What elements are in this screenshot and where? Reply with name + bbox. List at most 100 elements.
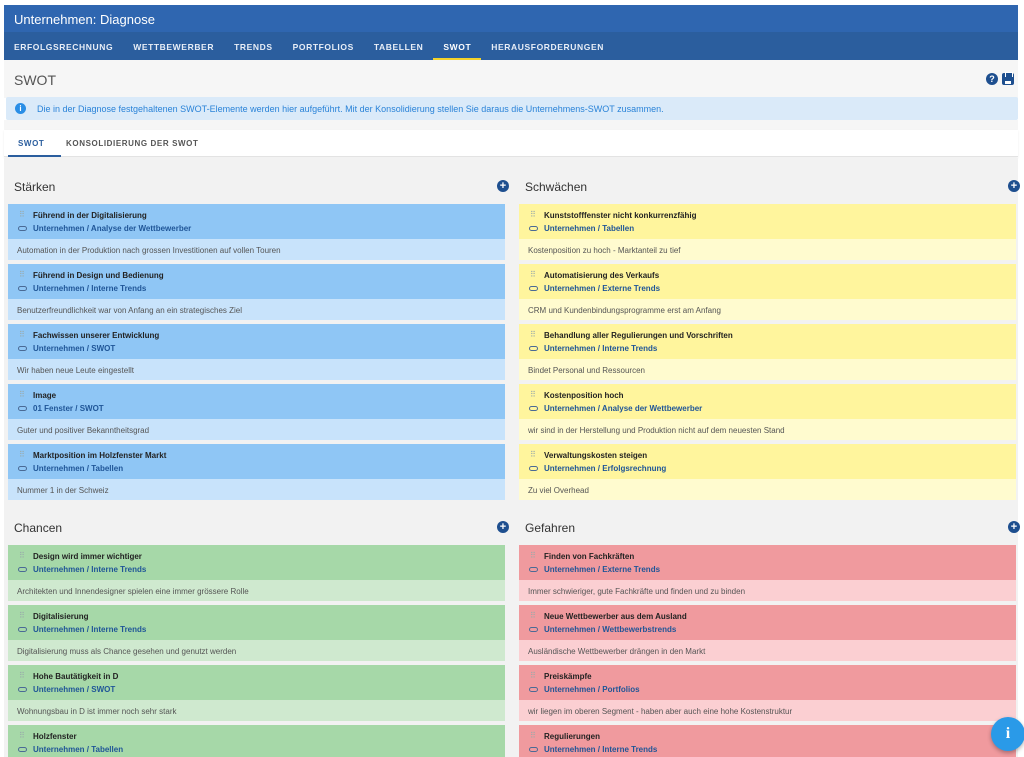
card-title: Kunststofffenster nicht konkurrenzfähig: [544, 211, 697, 220]
card-link[interactable]: Unternehmen / Interne Trends: [544, 745, 658, 754]
card-link[interactable]: Unternehmen / Interne Trends: [33, 625, 147, 634]
add-opportunity-button[interactable]: +: [497, 521, 509, 533]
drag-handle-icon[interactable]: ⠿: [530, 551, 536, 560]
card-note: Zu viel Overhead: [519, 479, 1016, 500]
swot-card[interactable]: ⠿ Verwaltungskosten steigen Unternehmen / …: [519, 444, 1016, 504]
sub-tabs: SWOT KONSOLIDIERUNG DER SWOT: [4, 130, 1018, 157]
link-icon: [529, 406, 538, 411]
add-strength-button[interactable]: +: [497, 180, 509, 192]
drag-handle-icon[interactable]: ⠿: [19, 731, 25, 740]
swot-card[interactable]: ⠿ Automatisierung des Verkaufs Unternehmen…: [519, 264, 1016, 324]
add-weakness-button[interactable]: +: [1008, 180, 1020, 192]
card-note: Wir haben neue Leute eingestellt: [8, 359, 505, 380]
swot-card[interactable]: ⠿ Digitalisierung Unternehmen / Interne Tr…: [8, 605, 505, 665]
link-icon: [529, 687, 538, 692]
drag-handle-icon[interactable]: ⠿: [19, 450, 25, 459]
swot-card[interactable]: ⠿ Image 01 Fenster / SWOT Guter und positi…: [8, 384, 505, 444]
add-threat-button[interactable]: +: [1008, 521, 1020, 533]
swot-card[interactable]: ⠿ Regulierungen Unternehmen / Interne Tren…: [519, 725, 1016, 757]
drag-handle-icon[interactable]: ⠿: [530, 330, 536, 339]
swot-card[interactable]: ⠿ Finden von Fachkräften Unternehmen / Ext…: [519, 545, 1016, 605]
drag-handle-icon[interactable]: ⠿: [530, 671, 536, 680]
swot-card[interactable]: ⠿ Hohe Bautätigkeit in D Unternehmen / SWO…: [8, 665, 505, 725]
card-link[interactable]: 01 Fenster / SWOT: [33, 404, 104, 413]
card-link[interactable]: Unternehmen / Portfolios: [544, 685, 640, 694]
swot-card[interactable]: ⠿ Kunststofffenster nicht konkurrenzfähig…: [519, 204, 1016, 264]
card-link[interactable]: Unternehmen / Interne Trends: [544, 344, 658, 353]
card-link[interactable]: Unternehmen / Externe Trends: [544, 284, 661, 293]
drag-handle-icon[interactable]: ⠿: [530, 390, 536, 399]
swot-card[interactable]: ⠿ Führend in der Digitalisierung Unternehm…: [8, 204, 505, 264]
nav-item-wettbewerber[interactable]: WETTBEWERBER: [133, 42, 215, 52]
drag-handle-icon[interactable]: ⠿: [19, 390, 25, 399]
page-header: SWOT ?: [4, 60, 1018, 98]
drag-handle-icon[interactable]: ⠿: [19, 330, 25, 339]
drag-handle-icon[interactable]: ⠿: [530, 611, 536, 620]
drag-handle-icon[interactable]: ⠿: [530, 731, 536, 740]
card-link[interactable]: Unternehmen / Analyse der Wettbewerber: [33, 224, 192, 233]
info-banner: i Die in der Diagnose festgehaltenen SWO…: [6, 97, 1018, 120]
drag-handle-icon[interactable]: ⠿: [530, 450, 536, 459]
card-link[interactable]: Unternehmen / SWOT: [33, 685, 116, 694]
card-title: Kostenposition hoch: [544, 391, 624, 400]
card-link[interactable]: Unternehmen / Wettbewerbstrends: [544, 625, 677, 634]
card-link[interactable]: Unternehmen / Externe Trends: [544, 565, 661, 574]
link-icon: [529, 747, 538, 752]
quadrant-strengths: Stärken + ⠿ Führend in der Digitalisierun…: [8, 158, 509, 504]
drag-handle-icon[interactable]: ⠿: [19, 551, 25, 560]
card-link[interactable]: Unternehmen / Tabellen: [544, 224, 635, 233]
swot-grid: Stärken + ⠿ Führend in der Digitalisierun…: [4, 158, 1020, 757]
nav-item-swot[interactable]: SWOT: [433, 32, 482, 60]
swot-card[interactable]: ⠿ Neue Wettbewerber aus dem Ausland Untern…: [519, 605, 1016, 665]
card-note: Automation in der Produktion nach grosse…: [8, 239, 505, 260]
card-note: wir sind in der Herstellung und Produkti…: [519, 419, 1016, 440]
swot-card[interactable]: ⠿ Behandlung aller Regulierungen und Vors…: [519, 324, 1016, 384]
card-note: Benutzerfreundlichkeit war von Anfang an…: [8, 299, 505, 320]
nav-item-trends[interactable]: TRENDS: [234, 42, 273, 52]
nav-item-erfolgsrechnung[interactable]: ERFOLGSRECHNUNG: [14, 42, 114, 52]
nav-item-portfolios[interactable]: PORTFOLIOS: [292, 42, 354, 52]
drag-handle-icon[interactable]: ⠿: [19, 270, 25, 279]
card-link[interactable]: Unternehmen / Tabellen: [33, 745, 124, 754]
card-note: Guter und positiver Bekanntheitsgrad: [8, 419, 505, 440]
drag-handle-icon[interactable]: ⠿: [530, 210, 536, 219]
help-circle-icon[interactable]: ?: [986, 73, 998, 85]
card-title: Finden von Fachkräften: [544, 552, 635, 561]
swot-card[interactable]: ⠿ Marktposition im Holzfenster Markt Unter…: [8, 444, 505, 504]
card-title: Image: [33, 391, 57, 400]
tab-swot[interactable]: SWOT: [18, 139, 45, 148]
drag-handle-icon[interactable]: ⠿: [530, 270, 536, 279]
card-link[interactable]: Unternehmen / Tabellen: [33, 464, 124, 473]
card-link[interactable]: Unternehmen / Interne Trends: [33, 565, 147, 574]
card-title: Design wird immer wichtiger: [33, 552, 142, 561]
drag-handle-icon[interactable]: ⠿: [19, 611, 25, 620]
card-link[interactable]: Unternehmen / Analyse der Wettbewerber: [544, 404, 703, 413]
link-icon: [18, 466, 27, 471]
card-link[interactable]: Unternehmen / Erfolgsrechnung: [544, 464, 667, 473]
info-fab-button[interactable]: i: [991, 717, 1024, 751]
card-note: CRM und Kundenbindungsprogramme erst am …: [519, 299, 1016, 320]
swot-card[interactable]: ⠿ Führend in Design und Bedienung Unterneh…: [8, 264, 505, 324]
link-icon: [529, 466, 538, 471]
card-note: Wohnungsbau in D ist immer noch sehr sta…: [8, 700, 505, 721]
nav-item-herausforderungen[interactable]: HERAUSFORDERUNGEN: [491, 42, 604, 52]
active-tab-indicator: [8, 155, 61, 157]
drag-handle-icon[interactable]: ⠿: [19, 210, 25, 219]
card-link[interactable]: Unternehmen / Interne Trends: [33, 284, 147, 293]
swot-card[interactable]: ⠿ Design wird immer wichtiger Unternehmen …: [8, 545, 505, 605]
swot-card[interactable]: ⠿ Fachwissen unserer Entwicklung Unternehm…: [8, 324, 505, 384]
tab-konsolidierung[interactable]: KONSOLIDIERUNG DER SWOT: [66, 139, 199, 148]
card-title: Neue Wettbewerber aus dem Ausland: [544, 612, 687, 621]
drag-handle-icon[interactable]: ⠿: [19, 671, 25, 680]
swot-card[interactable]: ⠿ Kostenposition hoch Unternehmen / Analys…: [519, 384, 1016, 444]
nav-item-tabellen[interactable]: TABELLEN: [373, 42, 424, 52]
card-title: Digitalisierung: [33, 612, 89, 621]
card-link[interactable]: Unternehmen / SWOT: [33, 344, 116, 353]
card-title: Führend in Design und Bedienung: [33, 271, 164, 280]
quadrant-title: Gefahren: [525, 521, 576, 535]
swot-card[interactable]: ⠿ Preiskämpfe Unternehmen / Portfolios wir…: [519, 665, 1016, 725]
card-title: Fachwissen unserer Entwicklung: [33, 331, 160, 340]
printer-icon[interactable]: [1002, 72, 1014, 85]
link-icon: [18, 406, 27, 411]
swot-card[interactable]: ⠿ Holzfenster Unternehmen / Tabellen: [8, 725, 505, 757]
